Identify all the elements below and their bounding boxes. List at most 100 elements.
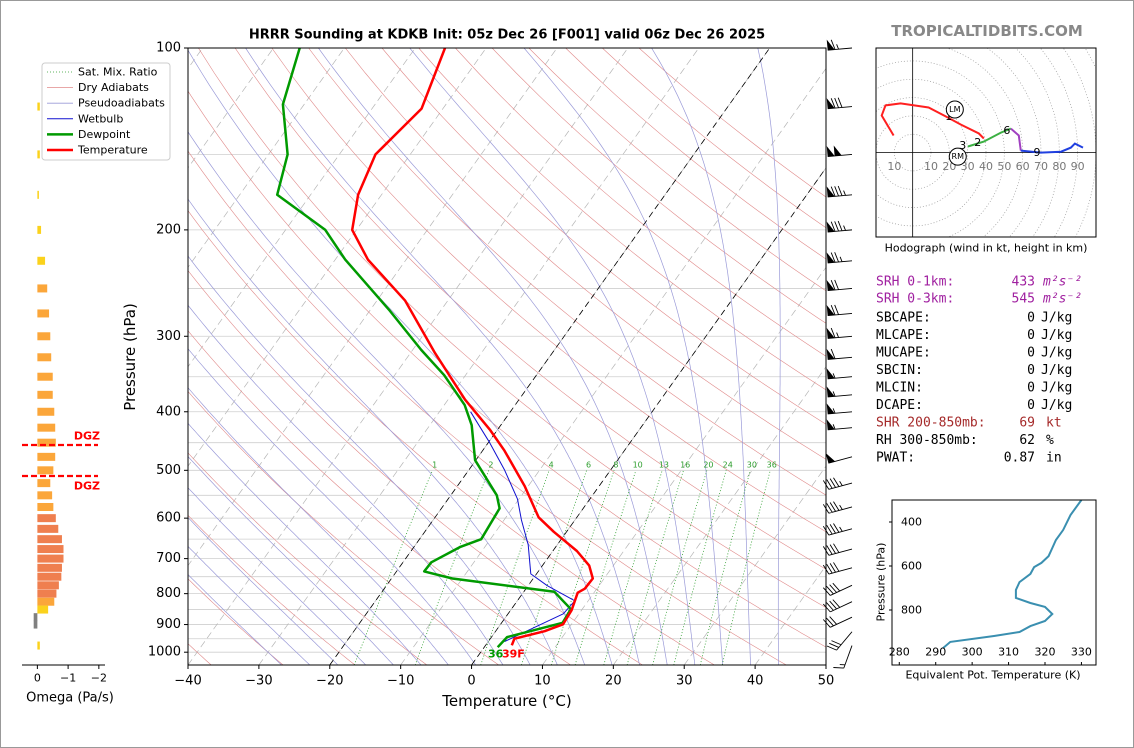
index-label: SRH 0-1km: [876,275,954,290]
omega-bar [37,545,64,554]
thetae-line [942,500,1083,649]
ring-label: 90 [1071,160,1085,173]
y-tick-label: 300 [156,329,181,344]
omega-bar [37,535,62,544]
mixing-ratio-label: 16 [680,461,690,470]
index-unit: in [1046,451,1062,466]
dry-adiabat [188,578,284,665]
omega-bar [37,502,54,511]
thetae-plot [942,500,1083,649]
omega-bar [37,190,39,199]
hodograph [876,48,1096,237]
dry-adiabat [188,270,643,665]
omega-axis-label: Omega (Pa/s) [26,691,114,706]
surface-label: 36 [488,648,504,661]
index-unit: J/kg [1041,328,1072,343]
wind-barb [822,616,853,628]
wind-barb [826,419,853,431]
y-tick-label: 200 [156,222,181,237]
ring-label: 30 [961,160,975,173]
ring-label: 80 [1052,160,1066,173]
index-value: 0 [1027,363,1035,378]
wind-barb [825,453,853,464]
x-tick-label: 0 [34,672,41,685]
mixing-ratio-label: 30 [747,461,757,470]
profile-line [470,411,576,642]
wind-barb [826,304,853,317]
x-tick-label: −1 [60,672,76,685]
omega-bar [37,390,53,399]
x-tick-label: 300 [962,646,983,659]
moist-adiabat [188,131,586,665]
thetae-x-label: Equivalent Pot. Temperature (K) [905,669,1080,682]
x-tick-label: 0 [467,674,475,689]
index-value: 545 [1012,292,1035,307]
wind-barb [826,252,853,264]
mixing-ratio-label: 20 [703,461,713,470]
index-label: MLCIN: [876,381,923,396]
wind-barb [822,599,853,613]
omega-bar [37,572,62,581]
omega-bar [37,491,53,500]
x-tick-label: 290 [925,646,946,659]
skewt-plot: 1 2 4 6 8 10 13 16 20 24 30 36 [188,48,826,665]
storm-motion-label: RM [952,152,965,161]
index-value: 69 [1019,416,1035,431]
moist-adiabat [188,517,339,665]
omega-bar [37,605,49,614]
moist-adiabat [188,387,449,665]
x-tick-label: 10 [534,674,551,689]
index-value: 0.87 [1004,451,1035,466]
ring-label: 50 [997,160,1011,173]
index-label: DCAPE: [876,398,923,413]
moist-adiabat [188,574,282,665]
ring-label: 10 [887,160,901,173]
index-value: 433 [1012,275,1035,290]
height-label: 6 [1003,124,1010,137]
wind-barb [826,185,853,198]
omega-bar [37,563,62,572]
moist-adiabat [651,48,751,665]
wind-barb [833,645,853,669]
legend-label: Temperature [77,144,148,157]
index-value: 0 [1027,398,1035,413]
index-label: SRH 0-3km: [876,292,954,307]
profile-line [350,48,595,646]
legend-label: Dry Adiabats [78,81,149,94]
wind-barb [822,523,853,536]
isotherm [542,266,826,665]
storm-motion-marker [945,100,964,119]
mixing-ratio-line [652,470,708,665]
index-label: RH 300-850mb: [876,433,978,448]
isotherm [258,48,700,665]
omega-bar [37,466,54,475]
index-value: 62 [1019,433,1035,448]
omega-bar [37,309,50,318]
dgz-label: DGZ [74,429,100,442]
hodograph-segment [1010,127,1022,151]
wind-barb [826,631,853,651]
index-unit: m²s⁻² [1042,292,1082,307]
mixing-ratio-line [673,470,727,665]
omega-bar [37,581,59,590]
wind-barb [822,477,853,490]
legend-label: Pseudoadiabats [78,97,165,110]
wind-barb [826,368,853,380]
mixing-ratio-label: 1 [432,461,437,470]
omega-bar [37,353,52,362]
plot-frame [187,47,827,666]
mixing-ratio-label: 13 [659,461,669,470]
moist-adiabat [188,255,531,665]
index-unit: kt [1046,416,1062,431]
wind-barb [822,582,853,596]
reference-isotherm [329,48,771,665]
y-tick-label: 400 [901,516,922,529]
y-tick-label: 800 [156,586,181,601]
hodograph-segment [967,127,1012,148]
index-label: PWAT: [876,451,915,466]
isotherm [188,48,558,567]
mixing-ratio-label: 2 [488,461,493,470]
isotherm [188,48,345,268]
